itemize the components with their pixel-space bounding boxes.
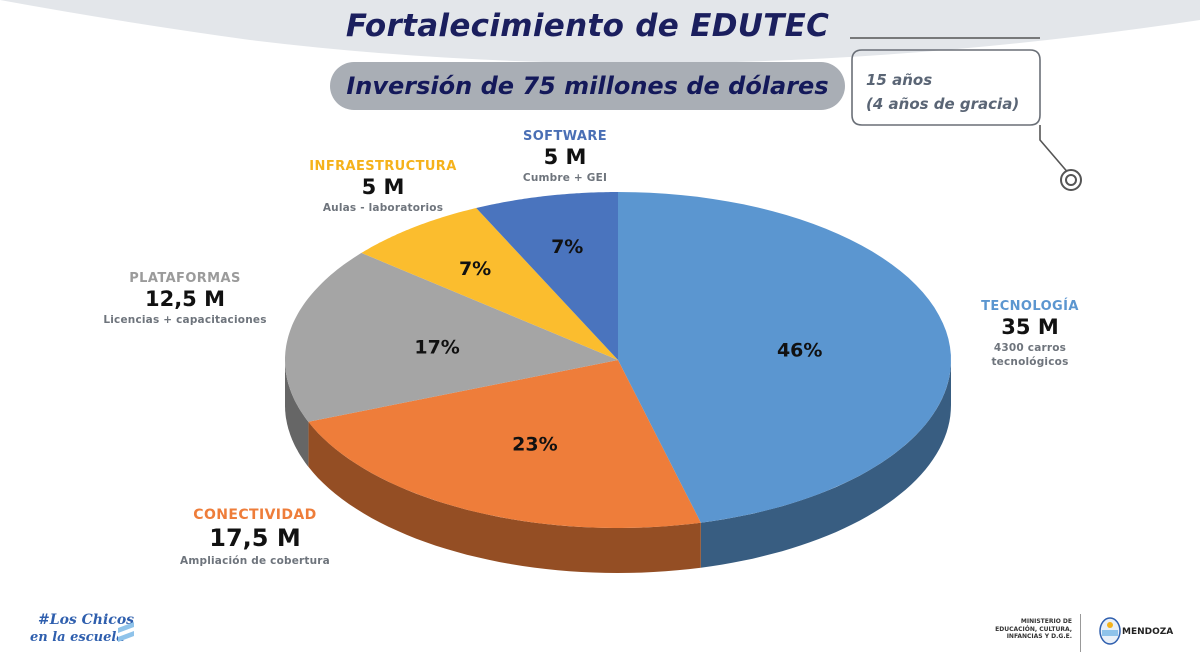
flag-stripe-icon <box>118 622 134 642</box>
ministry-label: MINISTERIO DE EDUCACIÓN, CULTURA, INFANC… <box>990 618 1072 641</box>
category-label: CONECTIVIDAD <box>193 507 317 523</box>
amount-label: 5 M <box>543 145 587 170</box>
chicos-escuela-logo: #Los Chicos en la escuela <box>30 612 140 652</box>
slice-side-1 <box>308 421 701 573</box>
label-software: SOFTWARE 5 M Cumbre + GEI <box>495 129 635 185</box>
label-tecnologia: TECNOLOGÍA 35 M 4300 carros tecnológicos <box>950 299 1110 368</box>
amount-label: 12,5 M <box>144 287 226 312</box>
description-label: Ampliación de cobertura <box>180 554 330 567</box>
label-plataformas: PLATAFORMAS 12,5 M Licencias + capacitac… <box>90 271 280 327</box>
percent-label-1: 23% <box>512 433 557 455</box>
description-label: Licencias + capacitaciones <box>103 314 267 327</box>
slice-4 <box>476 192 618 360</box>
logo-line-1: #Los Chicos <box>38 612 135 628</box>
footer-divider <box>1080 614 1081 652</box>
slice-0 <box>618 192 951 523</box>
percent-label-0: 46% <box>777 339 822 361</box>
percent-label-4: 7% <box>551 236 583 258</box>
amount-label: 35 M <box>1001 315 1059 340</box>
description-label: 4300 carros <box>993 342 1067 355</box>
description-label-2: tecnológicos <box>991 355 1069 368</box>
subtitle-pill: Inversión de 75 millones de dólares <box>330 62 845 110</box>
term-note: 15 años (4 años de gracia) <box>866 68 1046 116</box>
slice-side-0 <box>700 360 951 568</box>
logo-line-2: en la escuela <box>30 630 125 645</box>
label-infraestructura: INFRAESTRUCTURA 5 M Aulas - laboratorios <box>298 159 468 215</box>
category-label: SOFTWARE <box>522 129 608 144</box>
percent-label-3: 7% <box>459 258 491 280</box>
page-title: Fortalecimiento de EDUTEC <box>345 8 830 44</box>
description-label: Cumbre + GEI <box>522 172 608 185</box>
term-years: 15 años <box>866 71 933 89</box>
subtitle-text: Inversión de 75 millones de dólares <box>346 72 829 100</box>
slice-side-2 <box>285 360 309 467</box>
amount-label: 17,5 M <box>209 524 301 553</box>
ministry-line-1: MINISTERIO DE <box>1020 618 1072 625</box>
term-grace: (4 años de gracia) <box>866 95 1020 113</box>
ministry-line-2: EDUCACIÓN, CULTURA, <box>995 625 1072 633</box>
slice-3 <box>361 208 618 360</box>
label-conectividad: CONECTIVIDAD 17,5 M Ampliación de cobert… <box>150 507 360 567</box>
description-label: Aulas - laboratorios <box>322 202 444 215</box>
province-label: MENDOZA <box>1122 627 1174 637</box>
ministry-line-3: INFANCIAS Y D.G.E. <box>1006 633 1072 640</box>
category-label: TECNOLOGÍA <box>981 299 1079 314</box>
category-label: PLATAFORMAS <box>129 271 241 286</box>
mendoza-shield-icon <box>1099 617 1121 645</box>
amount-label: 5 M <box>361 175 405 200</box>
slice-2 <box>285 252 618 422</box>
slice-1 <box>308 360 701 528</box>
percent-label-2: 17% <box>414 337 459 359</box>
category-label: INFRAESTRUCTURA <box>309 159 457 174</box>
